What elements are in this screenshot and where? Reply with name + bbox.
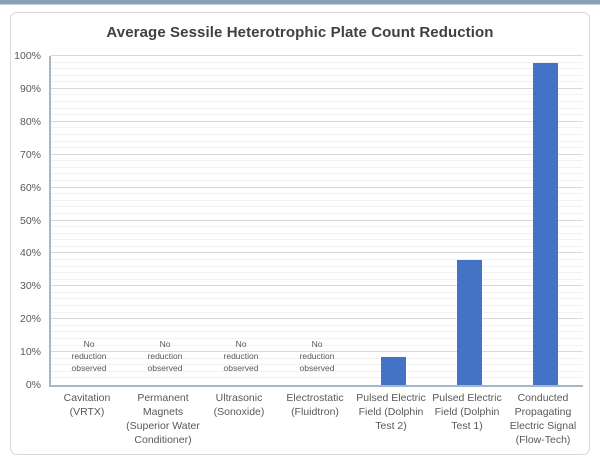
x-axis-category-label: Electrostatic (Fluidtron) xyxy=(286,392,344,418)
minor-gridline xyxy=(51,278,583,280)
minor-gridline xyxy=(51,245,583,247)
y-tick-label: 50% xyxy=(19,214,41,227)
minor-gridline xyxy=(51,160,583,162)
minor-gridline xyxy=(51,324,583,326)
minor-gridline xyxy=(51,370,583,372)
x-axis-labels: Cavitation (VRTX) Permanent Magnets (Supe… xyxy=(49,392,581,452)
minor-gridline xyxy=(51,298,583,300)
minor-gridline xyxy=(51,140,583,142)
bar-7 xyxy=(532,62,558,385)
minor-gridline xyxy=(51,166,583,168)
y-tick-label: 10% xyxy=(19,346,41,359)
minor-gridline xyxy=(51,206,583,208)
no-reduction-note: No reduction observed xyxy=(223,339,259,373)
x-axis-category-label: Ultrasonic (Sonoxide) xyxy=(213,392,265,418)
major-gridline xyxy=(51,285,583,287)
x-axis-category-label: Pulsed Electric Field (Dolphin Test 2) xyxy=(356,392,426,432)
minor-gridline xyxy=(51,364,583,366)
major-gridline xyxy=(51,120,583,122)
minor-gridline xyxy=(51,331,583,333)
minor-gridline xyxy=(51,305,583,307)
minor-gridline xyxy=(51,357,583,359)
major-gridline xyxy=(51,87,583,89)
no-reduction-note: No reduction observed xyxy=(147,339,183,373)
x-axis-category-label: Conducted Propagating Electric Signal (F… xyxy=(509,392,577,446)
minor-gridline xyxy=(51,212,583,214)
minor-gridline xyxy=(51,258,583,260)
minor-gridline xyxy=(51,193,583,195)
window-top-strip xyxy=(0,0,600,5)
minor-gridline xyxy=(51,94,583,96)
minor-gridline xyxy=(51,81,583,83)
major-gridline xyxy=(51,252,583,254)
minor-gridline xyxy=(51,101,583,103)
y-tick-label: 0% xyxy=(25,379,41,391)
y-tick-label: 80% xyxy=(19,115,41,128)
y-tick-label: 30% xyxy=(19,280,41,293)
major-gridline xyxy=(51,219,583,221)
major-gridline xyxy=(51,318,583,320)
minor-gridline xyxy=(51,377,583,379)
chart-container: Average Sessile Heterotrophic Plate Coun… xyxy=(10,12,590,455)
bar-5 xyxy=(380,357,406,385)
minor-gridline xyxy=(51,127,583,129)
minor-gridline xyxy=(51,114,583,116)
minor-gridline xyxy=(51,180,583,182)
y-axis-ticks: 0% 10% 20% 30% 40% 50% 60% 70% 80% 90% 100% xyxy=(11,50,49,391)
minor-gridline xyxy=(51,337,583,339)
y-tick-label: 70% xyxy=(19,148,41,161)
major-gridline xyxy=(51,186,583,188)
plot-area: No reduction observed No reduction observ… xyxy=(49,55,583,387)
minor-gridline xyxy=(51,311,583,313)
minor-gridline xyxy=(51,107,583,109)
y-tick-label: 20% xyxy=(19,313,41,326)
minor-gridline xyxy=(51,147,583,149)
major-gridline xyxy=(51,55,583,56)
y-tick-label: 60% xyxy=(19,181,41,194)
minor-gridline xyxy=(51,61,583,63)
chart-title: Average Sessile Heterotrophic Plate Coun… xyxy=(106,24,494,41)
major-gridline xyxy=(51,153,583,155)
minor-gridline xyxy=(51,272,583,274)
x-axis-category-label: Pulsed Electric Field (Dolphin Test 1) xyxy=(432,392,502,432)
minor-gridline xyxy=(51,199,583,201)
x-axis-category-label: Cavitation (VRTX) xyxy=(63,392,111,418)
minor-gridline xyxy=(51,68,583,70)
bar-6 xyxy=(456,259,482,385)
minor-gridline xyxy=(51,232,583,234)
minor-gridline xyxy=(51,344,583,346)
minor-gridline xyxy=(51,291,583,293)
x-axis-category-label: Permanent Magnets (Superior Water Condit… xyxy=(126,392,200,446)
y-tick-label: 100% xyxy=(14,50,41,62)
minor-gridline xyxy=(51,173,583,175)
minor-gridline xyxy=(51,239,583,241)
minor-gridline xyxy=(51,265,583,267)
minor-gridline xyxy=(51,226,583,228)
major-gridline xyxy=(51,351,583,353)
y-tick-label: 40% xyxy=(19,247,41,260)
minor-gridline xyxy=(51,74,583,76)
no-reduction-note: No reduction observed xyxy=(71,339,107,373)
y-tick-label: 90% xyxy=(19,82,41,95)
minor-gridline xyxy=(51,133,583,135)
no-reduction-note: No reduction observed xyxy=(299,339,335,373)
